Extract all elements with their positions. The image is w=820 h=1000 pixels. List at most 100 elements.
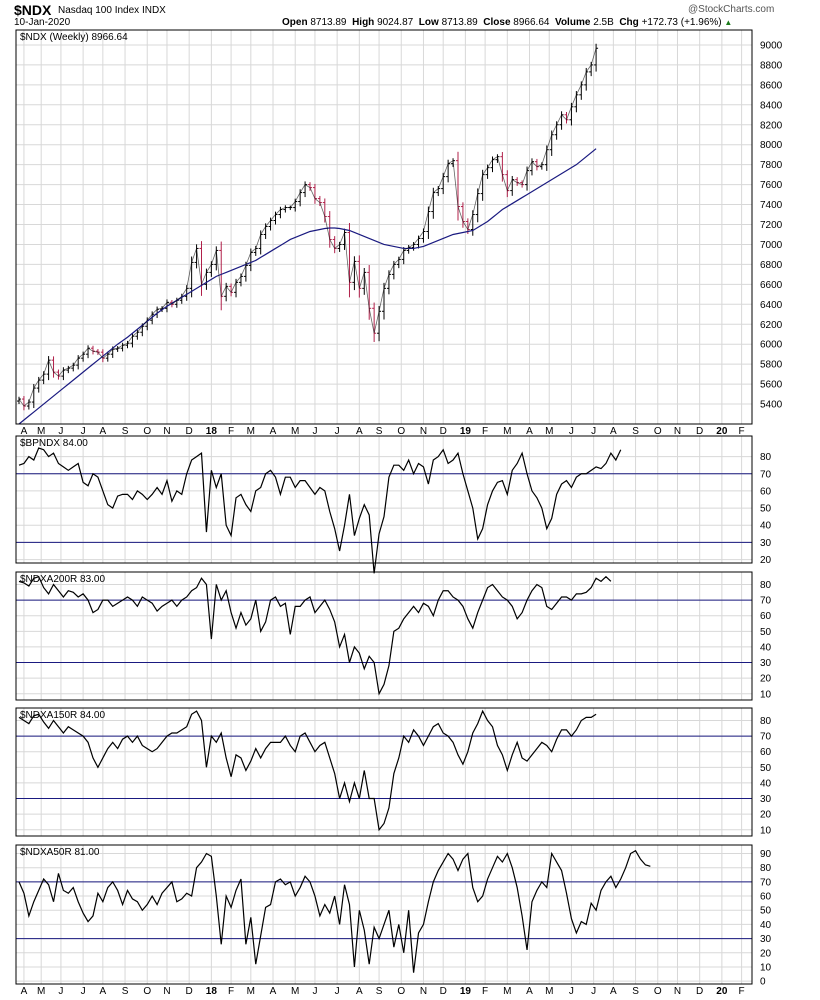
panel-border (15, 844, 753, 985)
y-tick-label: 6800 (760, 260, 783, 271)
panel-border (15, 29, 753, 425)
y-tick-label: 7400 (760, 200, 783, 211)
x-tick-label: S (632, 986, 639, 997)
high-label: High (352, 17, 375, 28)
y-tick-label: 80 (760, 580, 772, 591)
x-tick-label: M (37, 426, 45, 437)
x-tick-label: D (696, 986, 703, 997)
x-tick-label: J (335, 426, 340, 437)
y-tick-label: 10 (760, 825, 772, 836)
indicator-line (18, 849, 651, 973)
y-tick-label: 20 (760, 810, 772, 821)
x-tick-label: O (143, 986, 151, 997)
x-tick-label: M (545, 426, 553, 437)
index-name: Nasdaq 100 Index (58, 5, 140, 16)
moving-average-line (18, 148, 597, 425)
y-tick-label: 40 (760, 778, 772, 789)
x-tick-label: N (674, 426, 681, 437)
x-tick-label: F (482, 986, 488, 997)
x-tick-label: 19 (460, 986, 472, 997)
y-tick-label: 6600 (760, 280, 783, 291)
volume-label: Volume (555, 17, 591, 28)
y-tick-label: 70 (760, 877, 772, 888)
x-tick-label: A (526, 426, 533, 437)
high-value: 9024.87 (377, 17, 414, 28)
y-tick-label: 50 (760, 504, 772, 515)
x-tick-label: D (696, 426, 703, 437)
x-tick-label: 18 (206, 986, 218, 997)
close-label: Close (483, 17, 511, 28)
chg-label: Chg (619, 17, 639, 28)
x-tick-label: M (291, 986, 299, 997)
chart-date: 10-Jan-2020 (14, 17, 71, 28)
x-tick-label: N (163, 426, 170, 437)
indicator-line (18, 575, 612, 696)
x-tick-label: 18 (206, 426, 218, 437)
x-tick-label: N (163, 986, 170, 997)
panel-title: $NDXA50R 81.00 (20, 847, 100, 858)
x-tick-label: J (591, 426, 596, 437)
y-tick-label: 8200 (760, 120, 783, 131)
x-tick-label: M (247, 986, 255, 997)
y-tick-label: 30 (760, 934, 772, 945)
x-tick-label: M (503, 986, 511, 997)
chart-symbol: $NDX (14, 2, 52, 18)
y-tick-label: 20 (760, 948, 772, 959)
x-tick-label: J (312, 426, 317, 437)
y-tick-label: 8600 (760, 80, 783, 91)
y-tick-label: 20 (760, 674, 772, 685)
x-tick-label: J (335, 986, 340, 997)
y-tick-label: 50 (760, 627, 772, 638)
y-tick-label: 50 (760, 906, 772, 917)
x-tick-label: J (58, 426, 63, 437)
y-tick-label: 60 (760, 892, 772, 903)
panel-title: $NDXA200R 83.00 (20, 574, 105, 585)
panel-title: $BPNDX 84.00 (20, 438, 88, 449)
x-tick-label: D (440, 986, 447, 997)
indicator-line (18, 709, 597, 832)
x-tick-label: J (312, 986, 317, 997)
y-tick-label: 5600 (760, 380, 783, 391)
y-tick-label: 80 (760, 452, 772, 463)
x-tick-label: S (632, 426, 639, 437)
x-tick-label: M (503, 426, 511, 437)
index-exchange: INDX (141, 5, 166, 16)
y-tick-label: 60 (760, 611, 772, 622)
y-tick-label: 80 (760, 863, 772, 874)
y-tick-label: 10 (760, 689, 772, 700)
x-tick-label: J (81, 426, 86, 437)
ohlc-line: Open 8713.89 High 9024.87 Low 8713.89 Cl… (282, 17, 732, 28)
y-tick-label: 40 (760, 521, 772, 532)
y-tick-label: 6400 (760, 300, 783, 311)
x-tick-label: F (739, 986, 745, 997)
low-label: Low (418, 17, 439, 28)
panel-title: $NDX (Weekly) 8966.64 (20, 32, 128, 43)
x-tick-label: M (291, 426, 299, 437)
x-tick-label: A (356, 986, 363, 997)
x-tick-label: J (591, 986, 596, 997)
y-tick-label: 8000 (760, 140, 783, 151)
ndxa200r-panel: 10 20 30 40 50 60 70 80 $NDXA200R 83.00 (15, 571, 772, 701)
x-tick-label: N (420, 426, 427, 437)
y-tick-label: 0 (760, 977, 766, 988)
y-tick-label: 70 (760, 469, 772, 480)
x-tick-label: O (654, 986, 662, 997)
x-tick-label: F (228, 426, 234, 437)
y-tick-label: 50 (760, 763, 772, 774)
ndxa150r-panel: 10 20 30 40 50 60 70 80 $NDXA150R 84.00 (15, 707, 772, 837)
x-tick-label: D (186, 986, 193, 997)
x-tick-label: N (420, 986, 427, 997)
panel-title: $NDXA150R 84.00 (20, 710, 105, 721)
x-tick-label: 20 (716, 426, 728, 437)
y-tick-label: 60 (760, 747, 772, 758)
panel-border (15, 435, 753, 564)
x-tick-label: 20 (716, 986, 728, 997)
x-tick-label: A (610, 986, 617, 997)
price-close-line (18, 48, 597, 407)
y-tick-label: 6000 (760, 340, 783, 351)
close-value: 8966.64 (513, 17, 550, 28)
y-tick-label: 7000 (760, 240, 783, 251)
x-tick-label: A (21, 986, 28, 997)
y-tick-label: 6200 (760, 320, 783, 331)
